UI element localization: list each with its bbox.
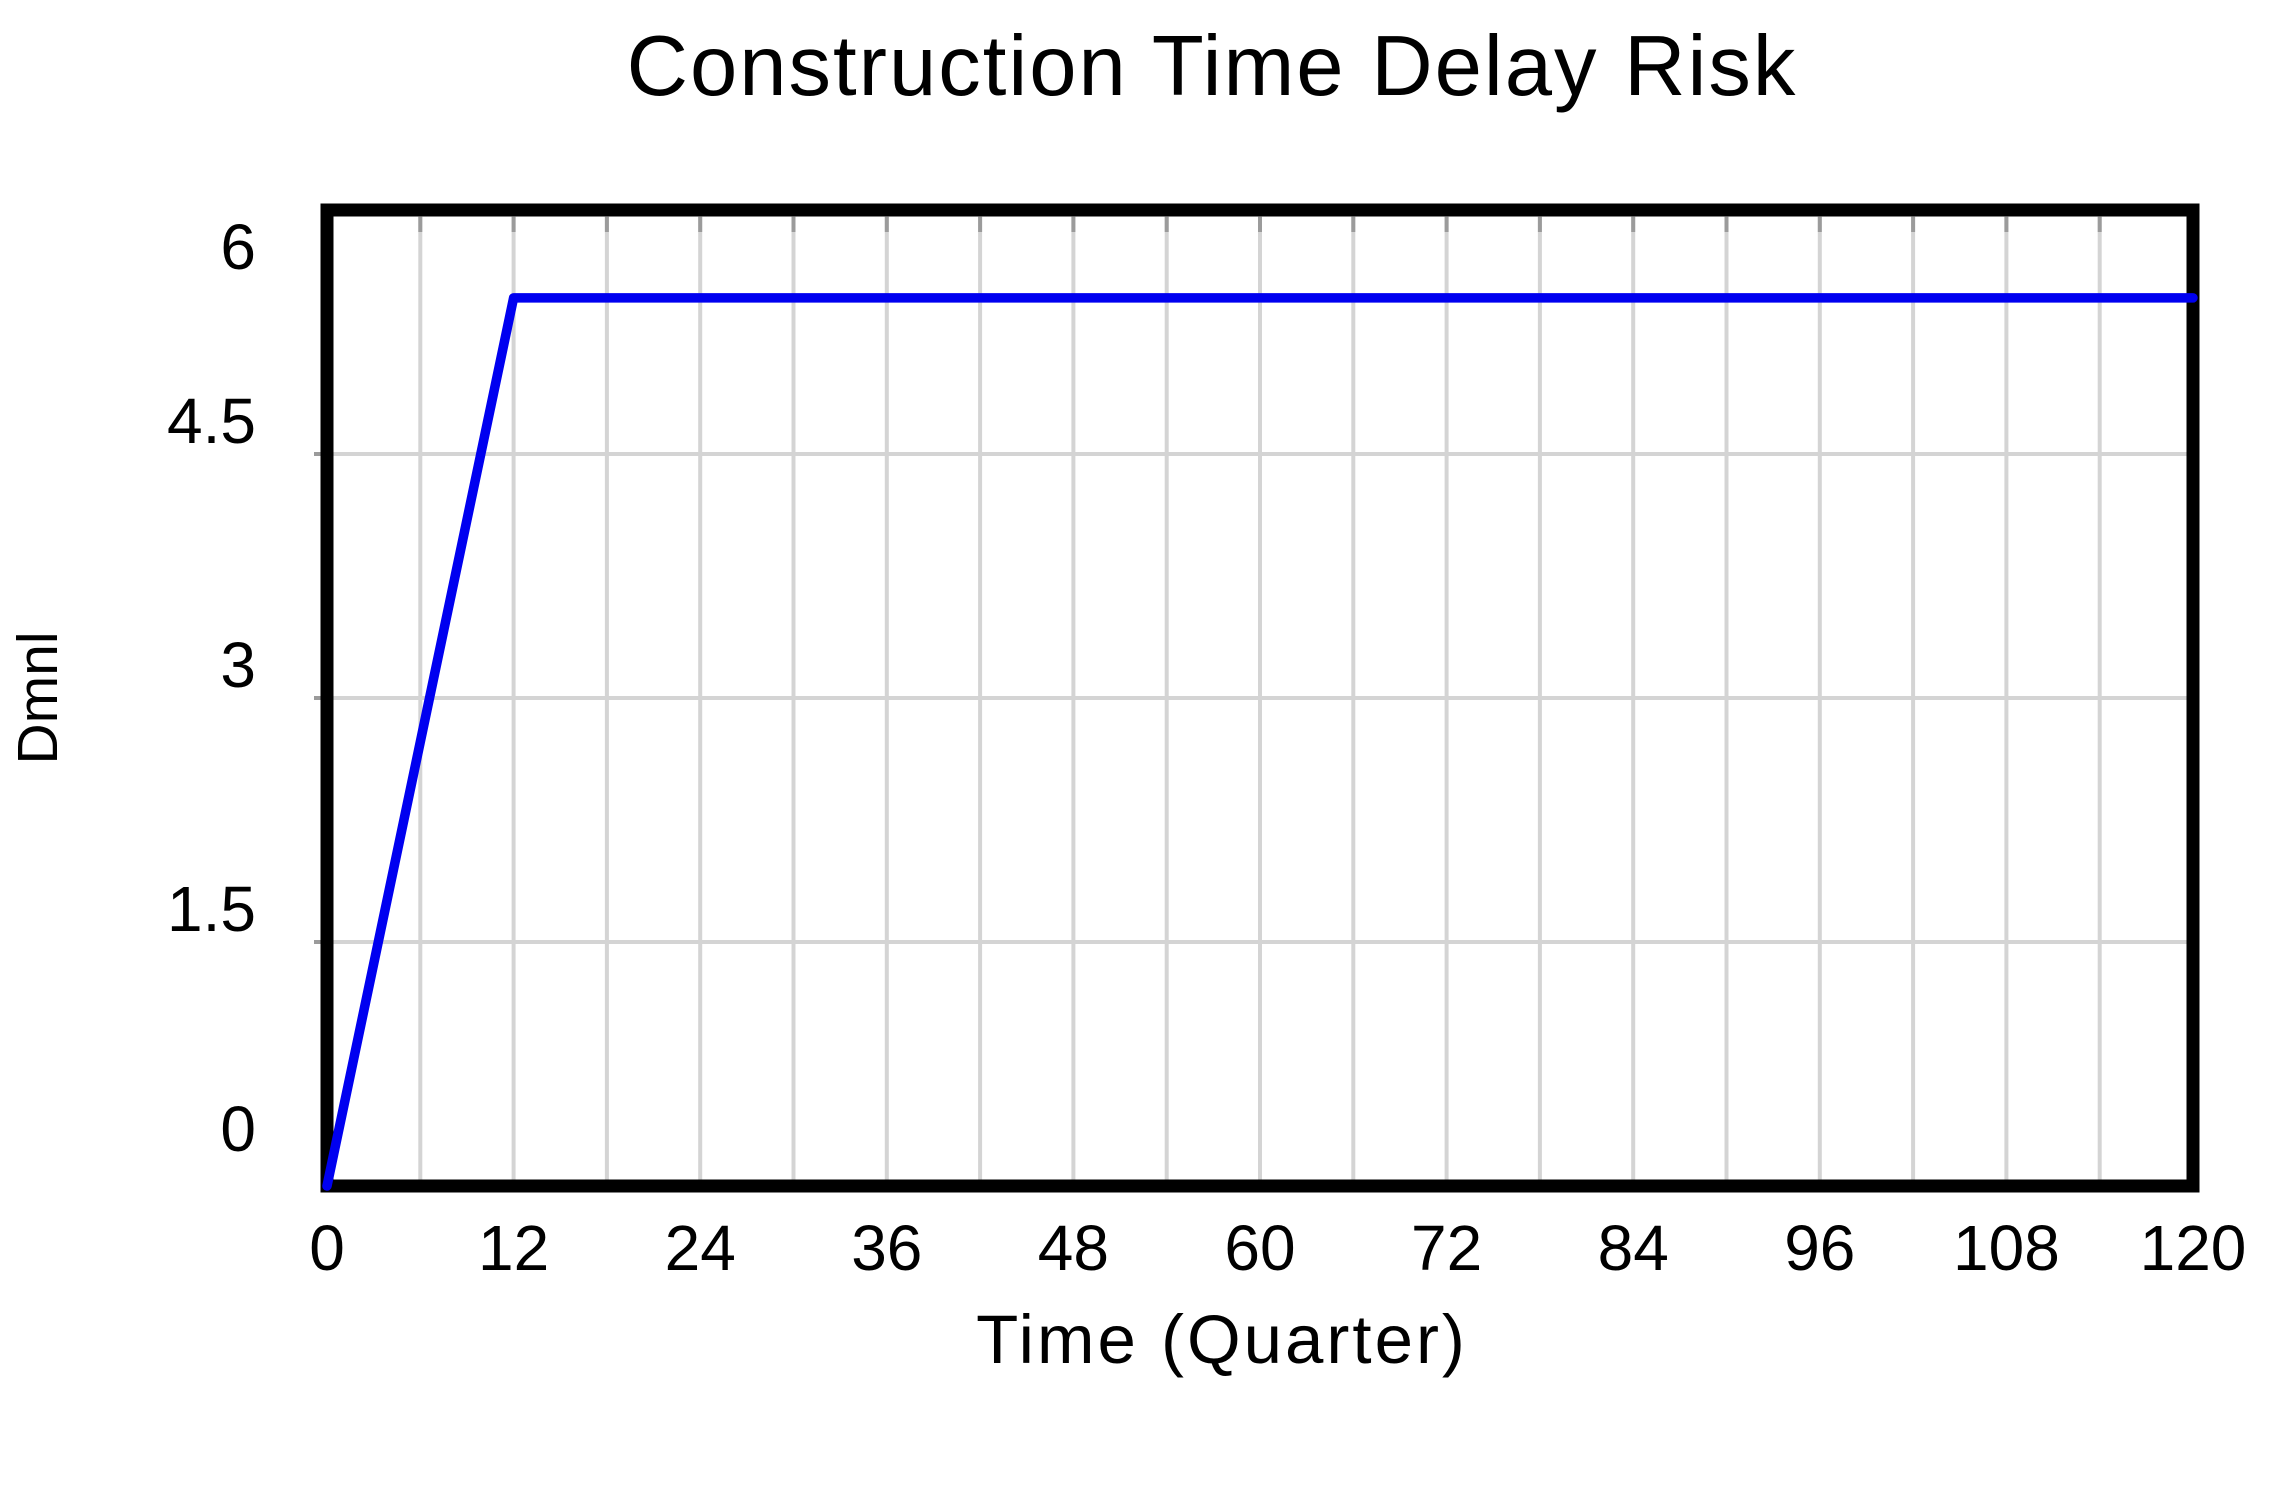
x-axis-tick-label: 72 (1411, 1212, 1483, 1284)
y-axis-tick-label: 4.5 (167, 385, 256, 457)
x-axis-tick-label: 60 (1224, 1212, 1296, 1284)
x-axis-tick-label: 36 (851, 1212, 923, 1284)
x-axis-tick-label: 108 (1953, 1212, 2060, 1284)
x-axis-tick-label: 48 (1037, 1212, 1109, 1284)
y-axis-tick-label: 3 (220, 629, 256, 701)
plot-border (320, 203, 2200, 1193)
y-axis-tick-label: 0 (220, 1093, 256, 1165)
x-axis-tick-label: 0 (309, 1212, 345, 1284)
x-axis-tick-label: 84 (1597, 1212, 1669, 1284)
series-line (322, 293, 2198, 1191)
x-axis-tick-label: 120 (2139, 1212, 2247, 1284)
x-axis-tick-label: 12 (478, 1212, 550, 1284)
y-axis-tick-label: 6 (220, 211, 256, 283)
x-axis-tick-label: 96 (1784, 1212, 1856, 1284)
y-axis-tick-label: 1.5 (167, 873, 256, 945)
x-axis-title: Time (Quarter) (976, 1301, 1468, 1378)
legend: Construction Time Delay Risk : Current (0, 1400, 2278, 1504)
x-axis-tick-label: 24 (664, 1212, 736, 1284)
chart-title: Construction Time Delay Risk (626, 19, 1798, 114)
